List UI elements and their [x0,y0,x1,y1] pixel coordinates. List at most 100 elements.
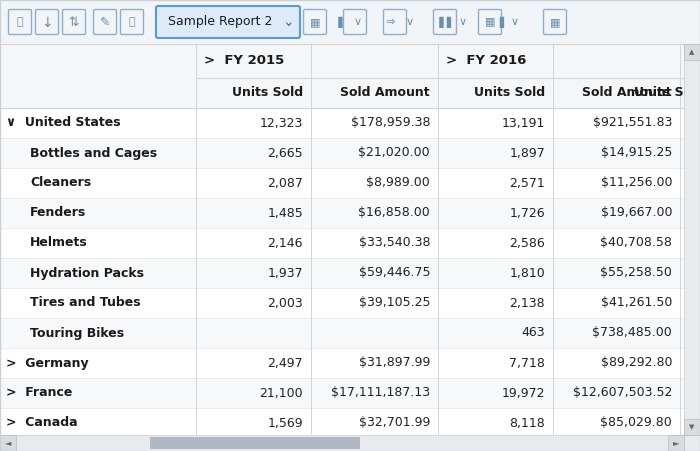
Text: 8,118: 8,118 [510,417,545,429]
Text: Helmets: Helmets [30,236,88,249]
Bar [0,228,700,258]
Bar [0,435,700,451]
Text: $41,261.50: $41,261.50 [601,296,672,309]
Text: $921,551.83: $921,551.83 [593,116,672,129]
Text: 21,100: 21,100 [260,387,303,400]
Text: $40,708.58: $40,708.58 [600,236,672,249]
Text: Bottles and Cages: Bottles and Cages [30,147,157,160]
Text: $178,959.38: $178,959.38 [351,116,430,129]
FancyBboxPatch shape [8,9,32,34]
Text: Sample Report 2: Sample Report 2 [168,15,272,28]
Bar [0,258,700,288]
Bar [150,437,360,449]
Text: 2,586: 2,586 [510,236,545,249]
FancyBboxPatch shape [94,9,116,34]
Text: $39,105.25: $39,105.25 [358,296,430,309]
Text: >  FY 2015: > FY 2015 [204,55,284,68]
Bar [0,288,700,318]
Bar [0,0,700,44]
FancyBboxPatch shape [384,9,407,34]
Text: ▐: ▐ [334,16,342,28]
Text: Cleaners: Cleaners [30,176,91,189]
Text: >  France: > France [6,387,72,400]
FancyBboxPatch shape [344,9,367,34]
Text: $11,256.00: $11,256.00 [601,176,672,189]
FancyBboxPatch shape [120,9,144,34]
Bar [668,435,684,451]
Text: ∨  United States: ∨ United States [6,116,120,129]
Text: ✎: ✎ [99,15,111,28]
Bar [0,435,16,451]
Text: Sold Amount: Sold Amount [340,87,430,100]
Text: $33,540.38: $33,540.38 [358,236,430,249]
FancyBboxPatch shape [304,9,326,34]
Bar [0,348,700,378]
Text: ▦: ▦ [550,17,560,27]
Text: >  Canada: > Canada [6,417,78,429]
Text: ►: ► [673,438,679,447]
Text: Hydration Packs: Hydration Packs [30,267,144,280]
Bar [0,108,700,138]
Bar [0,378,700,408]
Text: $14,915.25: $14,915.25 [601,147,672,160]
Text: $738,485.00: $738,485.00 [592,327,672,340]
FancyBboxPatch shape [433,9,456,34]
Text: $16,858.00: $16,858.00 [358,207,430,220]
Bar [0,198,700,228]
Text: 2,665: 2,665 [267,147,303,160]
Bar [0,168,700,198]
Text: 2,497: 2,497 [267,356,303,369]
Text: 12,323: 12,323 [260,116,303,129]
Text: $31,897.99: $31,897.99 [358,356,430,369]
Text: ⇅: ⇅ [69,15,79,28]
Text: >  FY: > FY [688,55,700,68]
Text: $85,029.80: $85,029.80 [601,417,672,429]
Bar [684,44,700,60]
Text: ⇒: ⇒ [385,17,395,27]
Text: 1,726: 1,726 [510,207,545,220]
Bar [684,44,700,435]
Text: >  Germany: > Germany [6,356,89,369]
Text: ➕: ➕ [17,17,23,27]
Text: $8,989.00: $8,989.00 [366,176,430,189]
Text: ↓: ↓ [41,16,52,30]
Text: ∨: ∨ [459,17,467,27]
Text: ▦▐: ▦▐ [486,16,505,28]
Text: 1,810: 1,810 [510,267,545,280]
Text: 1,569: 1,569 [267,417,303,429]
Text: Touring Bikes: Touring Bikes [30,327,124,340]
FancyBboxPatch shape [62,9,85,34]
FancyBboxPatch shape [156,6,300,38]
Text: ▼: ▼ [690,424,694,430]
Text: 🗑: 🗑 [129,17,135,27]
Text: 2,146: 2,146 [267,236,303,249]
Text: Units Sold: Units Sold [232,87,303,100]
Text: 2,087: 2,087 [267,176,303,189]
Text: Units So: Units So [634,87,692,100]
Text: $55,258.50: $55,258.50 [600,267,672,280]
Text: $32,701.99: $32,701.99 [358,417,430,429]
Text: 19,972: 19,972 [501,387,545,400]
Text: ▐▐: ▐▐ [435,16,452,28]
Text: Units Sold: Units Sold [474,87,545,100]
FancyBboxPatch shape [543,9,566,34]
Text: $21,020.00: $21,020.00 [358,147,430,160]
Text: $59,446.75: $59,446.75 [358,267,430,280]
Bar [0,408,700,438]
Text: 2,138: 2,138 [510,296,545,309]
Text: 7,718: 7,718 [509,356,545,369]
Text: ▦: ▦ [309,17,321,27]
FancyBboxPatch shape [479,9,501,34]
Text: $12,607,503.52: $12,607,503.52 [573,387,672,400]
Bar [684,419,700,435]
Text: Sold Amount: Sold Amount [582,87,672,100]
FancyBboxPatch shape [36,9,59,34]
Text: ∨: ∨ [354,17,362,27]
Text: $17,111,187.13: $17,111,187.13 [331,387,430,400]
Text: Tires and Tubes: Tires and Tubes [30,296,141,309]
Text: 2,571: 2,571 [510,176,545,189]
Text: 2,003: 2,003 [267,296,303,309]
Bar [0,318,700,348]
Bar [0,138,700,168]
Text: $89,292.80: $89,292.80 [601,356,672,369]
